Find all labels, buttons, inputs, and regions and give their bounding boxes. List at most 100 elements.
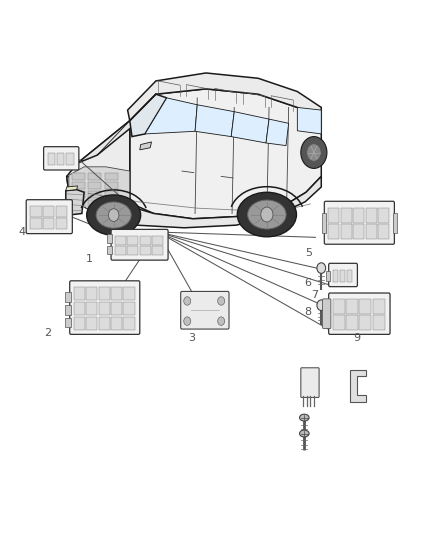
Polygon shape xyxy=(350,370,366,402)
Text: 2: 2 xyxy=(44,328,51,338)
Polygon shape xyxy=(67,176,321,228)
Bar xyxy=(140,236,151,245)
Bar xyxy=(359,316,371,329)
Polygon shape xyxy=(67,120,130,214)
FancyBboxPatch shape xyxy=(301,368,319,398)
Bar xyxy=(378,208,389,223)
Polygon shape xyxy=(66,190,84,215)
Bar xyxy=(99,302,110,315)
Circle shape xyxy=(184,317,191,325)
Text: 1: 1 xyxy=(86,254,93,263)
Text: 7: 7 xyxy=(311,289,318,300)
Bar xyxy=(127,246,138,255)
Text: 6: 6 xyxy=(304,278,311,288)
Bar xyxy=(328,224,339,239)
Circle shape xyxy=(307,144,321,161)
Polygon shape xyxy=(297,108,321,134)
Bar xyxy=(86,287,97,300)
Bar xyxy=(115,236,126,245)
Ellipse shape xyxy=(300,430,309,437)
Bar xyxy=(111,287,122,300)
Bar xyxy=(366,208,377,223)
Polygon shape xyxy=(231,112,269,143)
Bar xyxy=(346,270,352,282)
Bar xyxy=(127,236,138,245)
Bar xyxy=(65,305,71,315)
Bar xyxy=(346,300,358,314)
Bar xyxy=(65,318,71,327)
Bar xyxy=(393,213,396,233)
Bar xyxy=(88,182,102,189)
Polygon shape xyxy=(66,186,78,191)
FancyBboxPatch shape xyxy=(111,229,168,260)
Polygon shape xyxy=(195,105,234,136)
Bar xyxy=(152,236,163,245)
Bar xyxy=(124,302,134,315)
Bar xyxy=(353,224,364,239)
Text: 9: 9 xyxy=(353,333,360,343)
Bar xyxy=(72,191,85,198)
Bar xyxy=(72,173,85,180)
Bar xyxy=(378,224,389,239)
Polygon shape xyxy=(130,94,167,136)
Polygon shape xyxy=(78,113,149,163)
Circle shape xyxy=(317,263,325,273)
Bar xyxy=(56,218,67,229)
Bar xyxy=(152,246,163,255)
Ellipse shape xyxy=(87,195,141,235)
Bar xyxy=(105,191,118,198)
Polygon shape xyxy=(140,142,152,150)
Bar xyxy=(57,153,64,165)
Bar xyxy=(341,224,352,239)
Bar xyxy=(353,208,364,223)
Bar xyxy=(332,270,338,282)
Bar xyxy=(43,206,54,216)
FancyBboxPatch shape xyxy=(328,293,390,334)
Ellipse shape xyxy=(237,192,297,237)
Circle shape xyxy=(317,300,325,311)
Bar xyxy=(47,153,55,165)
FancyBboxPatch shape xyxy=(328,263,357,287)
Bar xyxy=(86,317,97,329)
Bar xyxy=(99,287,110,300)
FancyBboxPatch shape xyxy=(70,281,140,334)
Ellipse shape xyxy=(300,414,309,421)
FancyBboxPatch shape xyxy=(26,200,72,233)
Bar xyxy=(107,246,113,254)
Bar xyxy=(140,246,151,255)
Polygon shape xyxy=(127,73,321,120)
Bar xyxy=(373,300,385,314)
Bar xyxy=(322,213,325,233)
Text: 4: 4 xyxy=(19,227,26,237)
Bar xyxy=(72,200,85,207)
Bar xyxy=(341,208,352,223)
Bar xyxy=(86,302,97,315)
Bar xyxy=(74,317,85,329)
Ellipse shape xyxy=(247,200,286,229)
Circle shape xyxy=(184,297,191,305)
Bar xyxy=(56,206,67,216)
Bar xyxy=(72,182,85,189)
Bar xyxy=(111,302,122,315)
Polygon shape xyxy=(145,98,197,134)
Bar xyxy=(105,200,118,207)
Polygon shape xyxy=(266,119,289,146)
Ellipse shape xyxy=(96,202,131,228)
Circle shape xyxy=(261,207,273,222)
Bar xyxy=(115,246,126,255)
Bar xyxy=(111,317,122,329)
Circle shape xyxy=(109,209,119,221)
Bar xyxy=(88,191,102,198)
Bar xyxy=(346,316,358,329)
Bar xyxy=(332,300,345,314)
FancyBboxPatch shape xyxy=(324,201,394,244)
Bar xyxy=(66,153,74,165)
Circle shape xyxy=(301,136,327,168)
Bar xyxy=(325,271,330,281)
Bar xyxy=(30,218,42,229)
Bar xyxy=(328,208,339,223)
Bar xyxy=(339,270,345,282)
Text: 3: 3 xyxy=(188,333,195,343)
Bar xyxy=(359,300,371,314)
Bar xyxy=(65,293,71,302)
